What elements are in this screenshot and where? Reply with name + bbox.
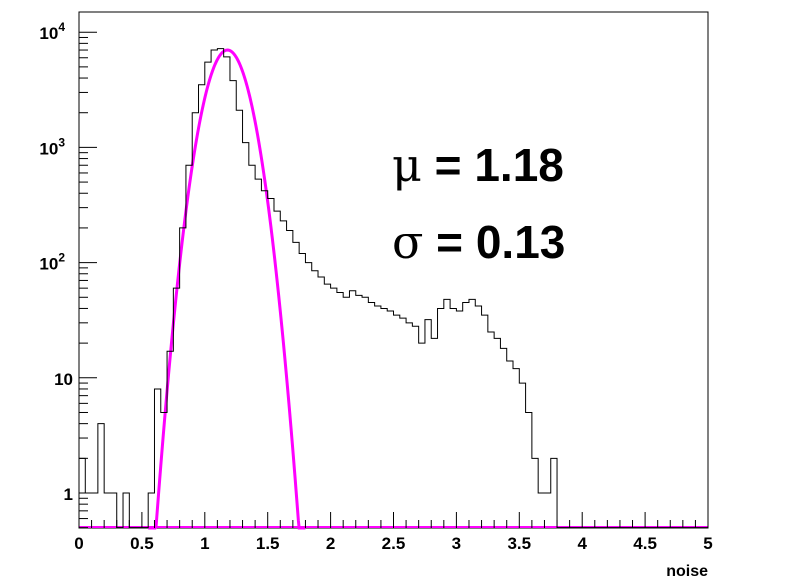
y-tick-label: 103 bbox=[39, 135, 65, 158]
x-tick-label: 1 bbox=[200, 534, 209, 553]
mu-annotation: μ = 1.18 bbox=[392, 138, 564, 192]
x-tick-label: 1.5 bbox=[256, 534, 280, 553]
y-tick-exponent: 3 bbox=[58, 135, 65, 149]
x-tick-label: 2 bbox=[326, 534, 335, 553]
x-tick-label: 2.5 bbox=[382, 534, 406, 553]
y-tick-label: 104 bbox=[39, 20, 65, 43]
x-tick-label: 0 bbox=[74, 534, 83, 553]
y-tick-base: 10 bbox=[39, 24, 58, 43]
sigma-annotation: σ = 0.13 bbox=[392, 215, 565, 269]
sigma-value: = 0.13 bbox=[423, 216, 565, 268]
x-tick-label: 4.5 bbox=[633, 534, 657, 553]
y-tick-label: 1 bbox=[64, 485, 73, 504]
mu-value: = 1.18 bbox=[422, 139, 564, 191]
y-tick-label: 102 bbox=[39, 251, 65, 274]
histogram-layer bbox=[78, 48, 709, 529]
x-tick-label: 4 bbox=[577, 534, 587, 553]
gaussian-fit-curve bbox=[148, 48, 306, 530]
y-tick-base: 10 bbox=[39, 255, 58, 274]
x-tick-label: 0.5 bbox=[130, 534, 154, 553]
y-tick-base: 10 bbox=[39, 139, 58, 158]
x-tick-label: 3 bbox=[452, 534, 461, 553]
x-axis-title: noise bbox=[666, 563, 708, 580]
histogram-line bbox=[78, 48, 709, 529]
x-tick-label: 3.5 bbox=[507, 534, 531, 553]
sigma-symbol: σ bbox=[392, 215, 423, 269]
y-tick-exponent: 2 bbox=[58, 251, 65, 265]
x-tick-label: 5 bbox=[703, 534, 712, 553]
y-tick-exponent: 4 bbox=[58, 20, 65, 34]
y-tick-label: 10 bbox=[54, 370, 73, 389]
plot-frame bbox=[78, 11, 709, 529]
mu-symbol: μ bbox=[392, 138, 422, 192]
